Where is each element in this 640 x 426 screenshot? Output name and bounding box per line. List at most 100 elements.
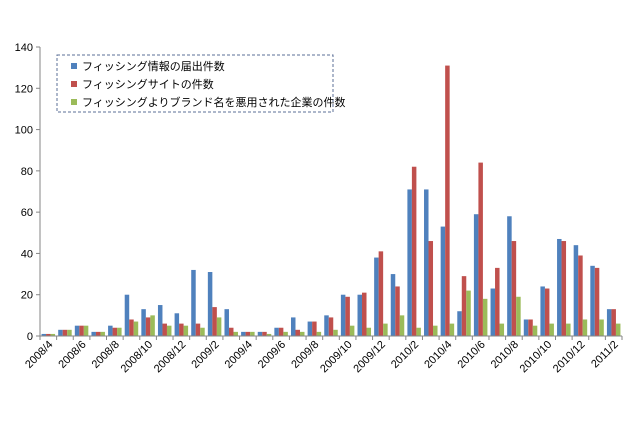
bar-2-2010-10: [544, 288, 550, 336]
bar-3-2008-4: [50, 333, 56, 336]
bar-2-2010-5: [461, 276, 467, 336]
bar-3-2008-10: [150, 315, 155, 336]
y-tick-label: 140: [15, 42, 33, 54]
x-tick-label: 2010/4: [422, 339, 454, 371]
x-tick-label: 2008/8: [90, 339, 122, 371]
bar-3-2008-11: [166, 325, 172, 336]
bar-3-2008-5: [67, 329, 72, 336]
legend-label: フィッシングサイトの件数: [82, 77, 214, 91]
bar-1-2009-8: [307, 321, 313, 336]
y-tick-label: 0: [27, 331, 33, 343]
legend-swatch: [71, 81, 77, 87]
x-tick-label: 2010/12: [551, 339, 588, 376]
bar-3-2009-8: [316, 331, 322, 336]
bar-1-2009-10: [340, 294, 346, 336]
bar-3-2010-6: [482, 298, 488, 336]
legend: フィッシング情報の届出件数フィッシングサイトの件数フィッシングよりブランド名を悪…: [56, 54, 346, 113]
bar-2-2009-4: [245, 331, 251, 336]
bar-1-2010-12: [573, 245, 579, 336]
bar-2-2009-5: [262, 331, 267, 336]
bar-1-2010-10: [540, 286, 545, 336]
x-tick-label: 2009/4: [223, 339, 255, 371]
bar-3-2009-6: [283, 331, 288, 336]
bar-1-2011-1: [590, 265, 595, 336]
bar-2-2010-4: [445, 65, 450, 336]
bar-2-2010-8: [511, 241, 517, 336]
bar-1-2010-5: [457, 311, 462, 336]
bar-1-2008-11: [157, 305, 163, 336]
bar-3-2009-2: [216, 317, 222, 336]
bar-1-2010-11: [557, 238, 562, 336]
bar-3-2010-1: [399, 315, 405, 336]
bar-1-2010-9: [523, 319, 529, 336]
bar-2-2008-5: [62, 329, 68, 336]
bar-1-2010-3: [424, 189, 429, 336]
bar-2-2010-1: [395, 286, 400, 336]
bar-1-2008-9: [124, 294, 130, 336]
bar-2-2009-7: [295, 329, 300, 336]
bar-1-2009-9: [324, 315, 329, 336]
bar-1-2010-7: [490, 288, 496, 336]
bar-3-2008-7: [100, 331, 105, 336]
bar-3-2009-11: [366, 327, 372, 336]
y-tick-label: 120: [15, 83, 33, 95]
bar-3-2010-10: [549, 323, 554, 336]
bar-2-2008-6: [79, 325, 84, 336]
bar-2-2008-8: [112, 327, 118, 336]
bar-3-2009-7: [299, 331, 305, 336]
bar-2-2009-3: [228, 327, 234, 336]
y-tick-label: 40: [21, 248, 33, 260]
bar-2-2010-9: [528, 319, 533, 336]
x-tick-label: 2010/2: [389, 339, 421, 371]
bar-1-2010-1: [390, 274, 396, 336]
bar-2-2010-6: [478, 162, 483, 336]
bar-3-2011-2: [615, 323, 621, 336]
y-tick-label: 60: [21, 207, 33, 219]
bar-1-2008-7: [91, 331, 96, 336]
bar-2-2010-12: [578, 255, 583, 336]
bar-2-2011-2: [611, 309, 616, 336]
bar-2-2009-6: [278, 327, 284, 336]
bar-1-2009-3: [224, 309, 229, 336]
bar-1-2008-8: [108, 325, 113, 336]
bar-3-2010-8: [516, 296, 521, 336]
bar-3-2009-1: [200, 327, 205, 336]
bar-3-2010-4: [449, 323, 455, 336]
bar-3-2009-3: [233, 331, 238, 336]
legend-swatch: [71, 63, 77, 69]
bar-2-2008-7: [95, 331, 101, 336]
legend-box: [56, 54, 334, 113]
x-tick-label: 2010/6: [455, 339, 487, 371]
bar-3-2008-6: [83, 325, 89, 336]
y-tick-label: 80: [21, 166, 33, 178]
bar-2-2009-11: [362, 292, 367, 336]
bar-1-2008-6: [74, 325, 80, 336]
x-tick-label: 2008/6: [56, 339, 88, 371]
y-tick-label: 20: [21, 290, 33, 302]
bar-2-2009-9: [328, 317, 334, 336]
bar-1-2011-2: [606, 309, 612, 336]
x-tick-label: 2008/10: [119, 339, 156, 376]
x-tick-label: 2009/2: [189, 339, 221, 371]
bar-3-2009-10: [349, 325, 355, 336]
bar-1-2009-7: [290, 317, 296, 336]
bar-2-2008-11: [162, 323, 167, 336]
bar-3-2009-4: [250, 331, 255, 336]
bar-2-2008-12: [179, 323, 184, 336]
bar-1-2009-1: [191, 269, 196, 336]
bars: [41, 65, 621, 336]
bar-2-2008-4: [46, 333, 51, 336]
bar-2-2008-10: [145, 317, 151, 336]
bar-3-2010-9: [532, 325, 538, 336]
bar-2-2010-3: [428, 241, 434, 336]
bar-1-2009-5: [257, 331, 263, 336]
x-tick-label: 2008/12: [152, 339, 189, 376]
bar-2-2009-2: [212, 307, 217, 336]
bar-3-2008-9: [133, 321, 139, 336]
bar-2-2009-10: [345, 296, 350, 336]
bar-3-2010-11: [566, 323, 571, 336]
bar-2-2009-12: [378, 251, 384, 336]
